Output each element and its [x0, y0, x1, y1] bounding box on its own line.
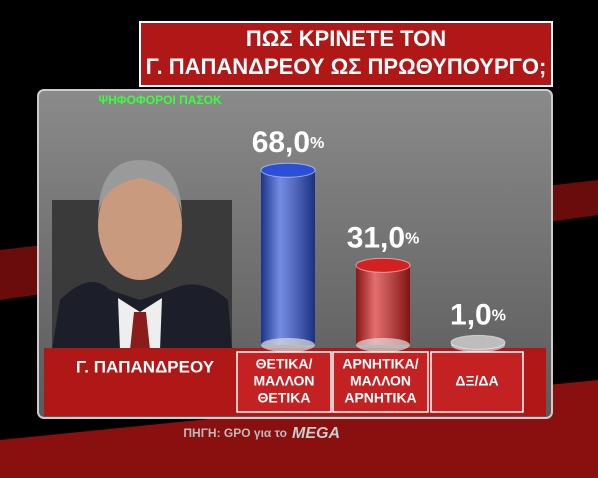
value-label: 1,0%	[450, 298, 506, 331]
portrait	[52, 160, 232, 350]
value-label: 31,0%	[347, 221, 420, 254]
x-tick-label: ΜΑΛΛΟΝ	[253, 373, 314, 389]
value-label-number: 31,0	[347, 221, 405, 254]
bar-top	[355, 257, 411, 273]
value-label-unit: %	[492, 308, 506, 325]
x-tick-label: ΑΡΝΗΤΙΚΑ/	[342, 356, 418, 372]
value-label-unit: %	[405, 231, 419, 248]
value-label-number: 1,0	[450, 298, 492, 331]
bar-shade	[261, 170, 315, 345]
chart-title: ΠΩΣ ΚΡΙΝΕΤΕ ΤΟΝ	[246, 26, 446, 51]
source: ΠΗΓΗ: GPO για το	[183, 426, 287, 440]
bar-shade	[356, 265, 410, 345]
x-tick-label: ΜΑΛΛΟΝ	[350, 373, 411, 389]
subtitle: ΨΗΦΟΦΟΡΟΙ ΠΑΣΟΚ	[98, 93, 222, 107]
x-tick-label: ΘΕΤΙΚΑ	[258, 390, 311, 406]
chart-title: Γ. ΠΑΠΑΝΔΡΕΟΥ ΩΣ ΠΡΩΘΥΠΟΥΡΓΟ;	[146, 54, 547, 79]
bar-base	[261, 338, 315, 352]
x-tick-label: ΔΞ/ΔΑ	[455, 373, 498, 389]
category-box	[236, 351, 332, 413]
logo: MEGA	[292, 425, 340, 442]
title-banner	[139, 21, 553, 87]
row-label: Γ. ΠΑΠΑΝΔΡΕΟΥ	[76, 357, 215, 376]
bar-base	[356, 338, 410, 352]
bar-top	[260, 162, 316, 178]
bar-top	[450, 334, 506, 350]
category-box	[430, 351, 524, 413]
x-tick-label: ΘΕΤΙΚΑ/	[256, 356, 313, 372]
value-label-unit: %	[310, 135, 324, 152]
x-tick-label: ΑΡΝΗΤΙΚΑ	[344, 390, 416, 406]
category-box	[332, 351, 429, 413]
value-label-number: 68,0	[252, 126, 310, 159]
value-label: 68,0%	[252, 126, 325, 159]
